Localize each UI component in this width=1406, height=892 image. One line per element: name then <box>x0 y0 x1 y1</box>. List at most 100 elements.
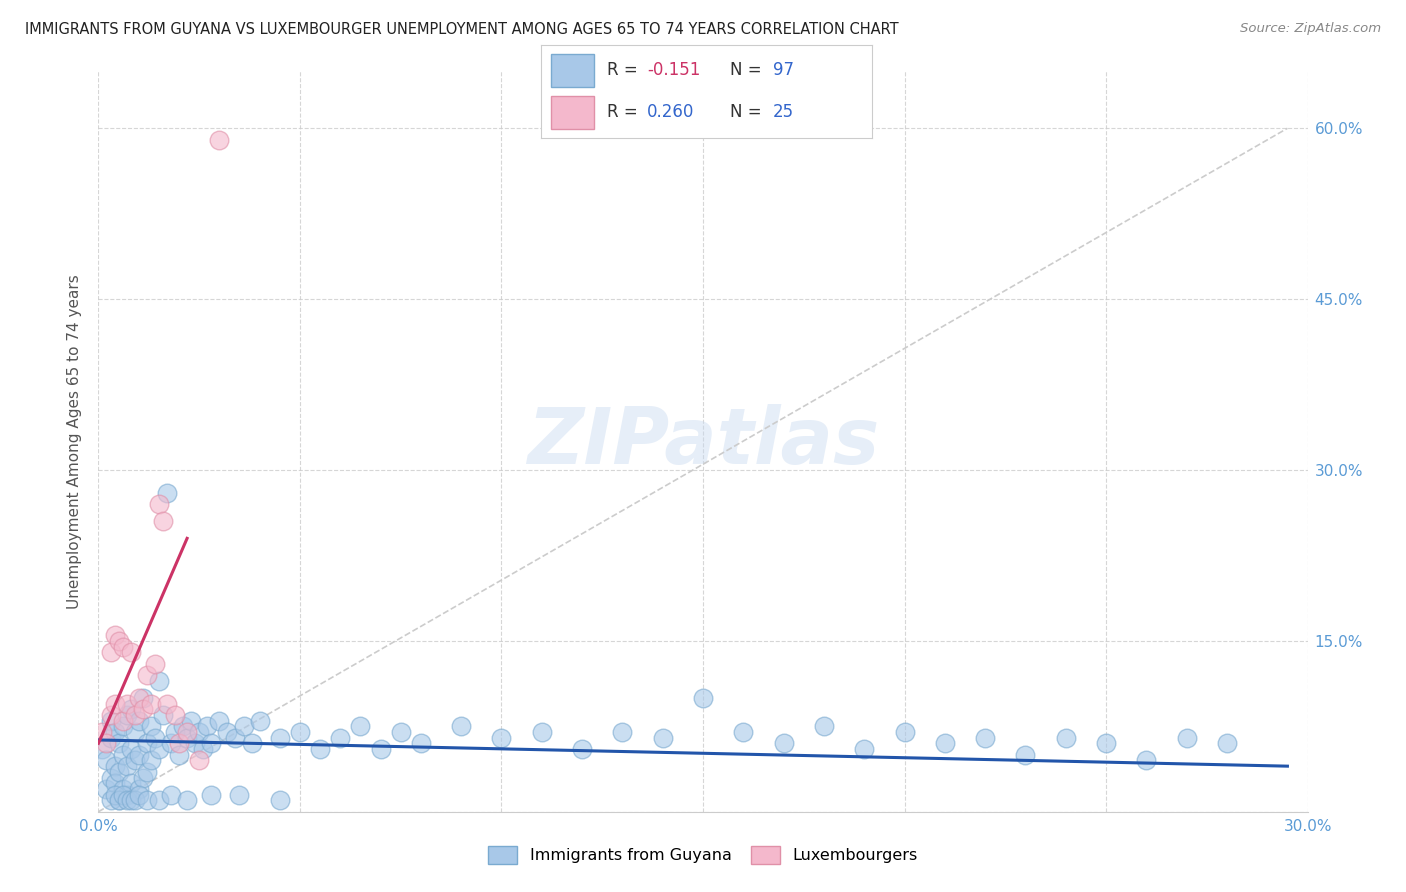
Point <box>893 725 915 739</box>
Point <box>813 719 835 733</box>
Text: ZIPatlas: ZIPatlas <box>527 403 879 480</box>
Point <box>111 747 134 762</box>
Point <box>115 697 138 711</box>
Point <box>240 736 263 750</box>
Point <box>111 781 134 796</box>
Point <box>934 736 956 750</box>
Point <box>96 754 118 768</box>
Point <box>309 742 332 756</box>
Point <box>107 736 129 750</box>
Point <box>349 719 371 733</box>
Point <box>389 725 412 739</box>
Point <box>148 673 170 688</box>
Point <box>96 781 118 796</box>
Point <box>450 719 472 733</box>
Point <box>152 514 174 528</box>
Point <box>103 725 125 739</box>
Point <box>100 707 122 722</box>
Point <box>148 742 170 756</box>
Point <box>1014 747 1036 762</box>
Point <box>128 690 150 705</box>
Point <box>269 793 291 807</box>
Point <box>124 754 146 768</box>
Point <box>152 707 174 722</box>
Point <box>103 776 125 790</box>
Point <box>530 725 553 739</box>
Point <box>111 788 134 802</box>
Point <box>132 690 155 705</box>
Legend: Immigrants from Guyana, Luxembourgers: Immigrants from Guyana, Luxembourgers <box>482 839 924 871</box>
FancyBboxPatch shape <box>551 96 595 129</box>
Point <box>91 725 114 739</box>
Point <box>1175 731 1198 745</box>
Point <box>409 736 432 750</box>
Point <box>156 485 179 500</box>
Text: -0.151: -0.151 <box>647 61 700 78</box>
Point <box>124 793 146 807</box>
Point <box>111 714 134 728</box>
Point <box>193 742 215 756</box>
Point <box>120 645 142 659</box>
Text: R =: R = <box>607 103 644 121</box>
Point <box>135 668 157 682</box>
Y-axis label: Unemployment Among Ages 65 to 74 years: Unemployment Among Ages 65 to 74 years <box>67 274 83 609</box>
Point <box>195 719 218 733</box>
Point <box>200 736 222 750</box>
Point <box>107 633 129 648</box>
Point <box>139 719 162 733</box>
Point <box>115 793 138 807</box>
Point <box>156 697 179 711</box>
Point <box>1054 731 1077 745</box>
Point <box>135 736 157 750</box>
Point <box>188 725 211 739</box>
Point <box>139 754 162 768</box>
Point <box>232 719 254 733</box>
Point <box>128 788 150 802</box>
Point <box>124 725 146 739</box>
Point <box>1216 736 1239 750</box>
Point <box>612 725 634 739</box>
Point <box>180 714 202 728</box>
Point <box>115 759 138 773</box>
Point <box>124 707 146 722</box>
Point <box>143 657 166 671</box>
Point <box>1135 754 1157 768</box>
Point <box>853 742 876 756</box>
Point <box>100 731 122 745</box>
Point <box>103 697 125 711</box>
Text: IMMIGRANTS FROM GUYANA VS LUXEMBOURGER UNEMPLOYMENT AMONG AGES 65 TO 74 YEARS CO: IMMIGRANTS FROM GUYANA VS LUXEMBOURGER U… <box>25 22 898 37</box>
Text: R =: R = <box>607 61 644 78</box>
Point <box>139 697 162 711</box>
Point <box>132 702 155 716</box>
Point <box>107 793 129 807</box>
Point <box>167 736 190 750</box>
Point <box>208 714 231 728</box>
Point <box>491 731 513 745</box>
Point <box>100 714 122 728</box>
Point <box>176 793 198 807</box>
Point <box>224 731 246 745</box>
Point <box>160 736 183 750</box>
Point <box>100 793 122 807</box>
Point <box>103 788 125 802</box>
Point <box>228 788 250 802</box>
Point <box>111 640 134 654</box>
Point <box>148 497 170 511</box>
Point <box>135 793 157 807</box>
Text: Source: ZipAtlas.com: Source: ZipAtlas.com <box>1240 22 1381 36</box>
Text: N =: N = <box>730 61 766 78</box>
Point <box>128 781 150 796</box>
Point <box>115 788 138 802</box>
Point <box>167 747 190 762</box>
Text: N =: N = <box>730 103 766 121</box>
Point <box>115 707 138 722</box>
Point <box>172 719 194 733</box>
Point <box>120 742 142 756</box>
Point <box>163 707 186 722</box>
Point <box>370 742 392 756</box>
Point <box>571 742 593 756</box>
Point <box>91 742 114 756</box>
Point <box>329 731 352 745</box>
Point <box>128 714 150 728</box>
Point <box>974 731 997 745</box>
